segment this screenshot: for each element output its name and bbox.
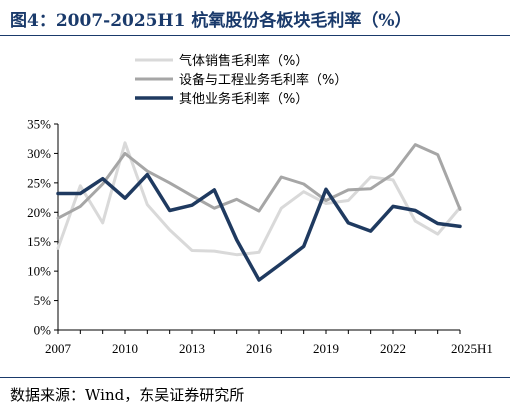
y-tick-label: 20% [27,205,51,220]
legend-label-2: 设备与工程业务毛利率（%） [179,72,347,88]
x-tick-label: 2019 [313,341,339,356]
y-tick-label: 5% [34,293,52,308]
y-tick-label: 35% [27,117,51,132]
title-divider [0,35,510,36]
legend: 气体销售毛利率（%） 设备与工程业务毛利率（%） 其他业务毛利率（%） [135,53,347,107]
legend-label-3: 其他业务毛利率（%） [179,91,308,107]
x-tick-label: 2016 [246,341,273,356]
y-tick-label: 25% [27,175,51,190]
y-tick-label: 30% [27,146,51,161]
y-tick-label: 0% [34,323,52,338]
x-tick-label: 2022 [380,341,406,356]
x-tick-label: 2013 [179,341,205,356]
y-tick-label: 10% [27,264,51,279]
series-line-2 [56,143,462,220]
x-tick-label: 2010 [112,341,138,356]
x-tick-label: 2025H1 [451,341,493,356]
y-tick-label: 15% [27,234,51,249]
x-tick-label: 2007 [45,341,72,356]
chart-title: 图4：2007-2025H1 杭氧股份各板块毛利率（%） [10,11,412,31]
series-line-3 [56,172,462,282]
series-group [56,141,462,282]
axes: 0% 5% 10% 15% 20% 25% 30% 35% 2007 2010 2013 2016 20… [27,117,493,357]
series-line-1 [56,141,462,257]
legend-label-1: 气体销售毛利率（%） [179,53,308,69]
source-divider [0,377,510,378]
line-chart: 气体销售毛利率（%） 设备与工程业务毛利率（%） 其他业务毛利率（%） 0% 5% 10… [27,53,493,357]
source-note: 数据来源：Wind，东吴证券研究所 [10,386,245,404]
